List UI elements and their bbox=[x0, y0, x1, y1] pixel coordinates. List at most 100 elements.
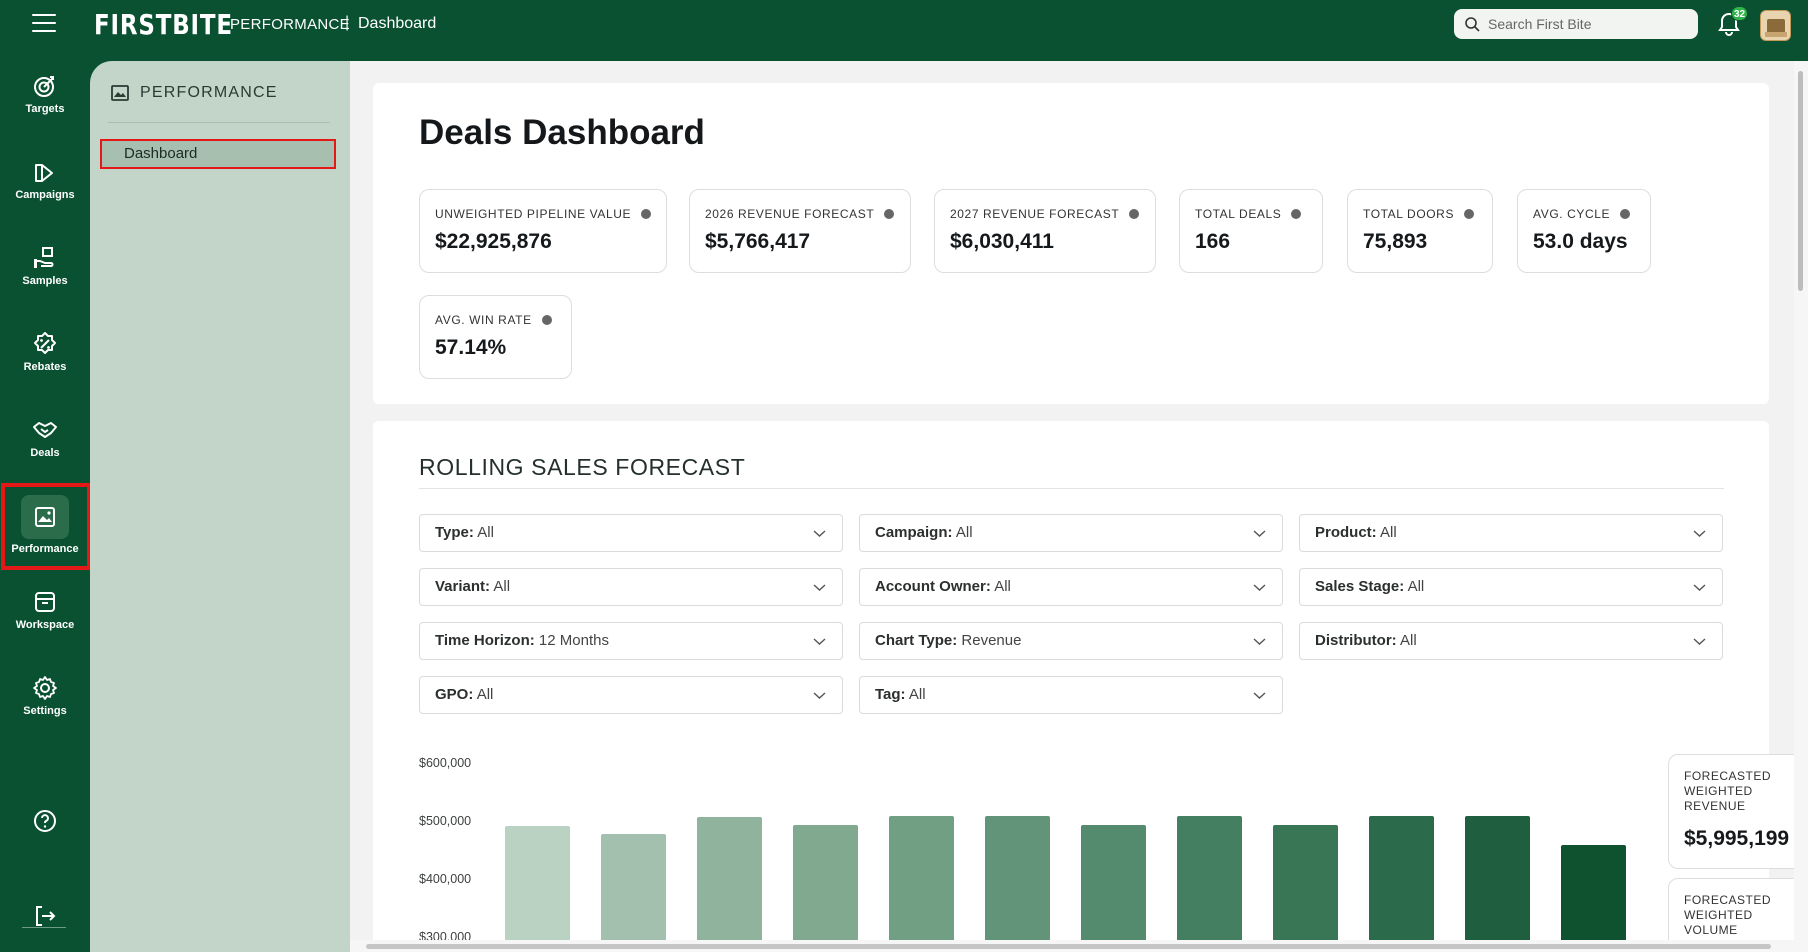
rail-item-performance[interactable]: Performance bbox=[0, 487, 90, 567]
info-icon[interactable] bbox=[641, 209, 652, 219]
chart-bar[interactable] bbox=[505, 826, 570, 952]
help-icon[interactable] bbox=[32, 808, 58, 834]
chevron-down-icon bbox=[813, 692, 826, 699]
rail-item-settings[interactable]: Settings bbox=[0, 663, 90, 743]
logout-icon[interactable] bbox=[32, 903, 58, 929]
filter-key: Time Horizon: bbox=[435, 632, 535, 649]
rail-item-targets[interactable]: Targets bbox=[0, 61, 90, 141]
kpi-label: FORECASTED WEIGHTED VOLUME bbox=[1684, 893, 1772, 937]
filter-key: Distributor: bbox=[1315, 632, 1397, 649]
rail-item-workspace[interactable]: Workspace bbox=[0, 577, 90, 657]
filter-value: All bbox=[1380, 524, 1397, 541]
filter-value: All bbox=[1407, 578, 1425, 595]
chart-bar[interactable] bbox=[793, 825, 858, 952]
rail-label: Deals bbox=[30, 447, 60, 459]
rail-divider bbox=[22, 927, 66, 928]
breadcrumb-section[interactable]: PERFORMANCE bbox=[230, 16, 350, 33]
vertical-scrollbar[interactable] bbox=[1794, 61, 1808, 952]
chevron-down-icon bbox=[1693, 638, 1706, 645]
chevron-down-icon bbox=[813, 530, 826, 537]
rail-item-rebates[interactable]: Rebates bbox=[0, 319, 90, 399]
info-icon[interactable] bbox=[1291, 209, 1302, 219]
chart-bar[interactable] bbox=[889, 815, 954, 952]
inbox-icon bbox=[35, 592, 55, 612]
chevron-down-icon bbox=[1253, 638, 1266, 645]
sidebar-title: PERFORMANCE bbox=[140, 84, 278, 101]
chart-bar[interactable] bbox=[1561, 844, 1626, 952]
chart-bar[interactable] bbox=[601, 833, 666, 952]
stat-value: $5,766,417 bbox=[705, 230, 811, 253]
search-box[interactable] bbox=[1454, 9, 1698, 39]
chart-bar[interactable] bbox=[1177, 815, 1242, 952]
stat-value: $6,030,411 bbox=[950, 230, 1054, 253]
stat-avg-win-rate: AVG. WIN RATE 57.14% bbox=[419, 295, 572, 379]
filter-distributor[interactable]: Distributor: All bbox=[1299, 622, 1723, 660]
section-title: ROLLING SALES FORECAST bbox=[419, 454, 746, 480]
info-icon[interactable] bbox=[884, 209, 895, 219]
kpi-label: FORECASTED WEIGHTED REVENUE bbox=[1684, 769, 1772, 813]
y-axis-tick-label: $600,000 bbox=[419, 756, 472, 770]
info-icon[interactable] bbox=[1129, 209, 1140, 219]
chevron-down-icon bbox=[813, 638, 826, 645]
search-icon bbox=[1465, 17, 1480, 32]
chart-bar[interactable] bbox=[1465, 815, 1530, 952]
filter-variant[interactable]: Variant: All bbox=[419, 568, 843, 606]
filter-key: Tag: bbox=[875, 686, 906, 703]
divider bbox=[419, 488, 1724, 489]
chart-image-icon bbox=[111, 85, 129, 101]
gear-icon bbox=[33, 676, 57, 700]
filter-sales-stage[interactable]: Sales Stage: All bbox=[1299, 568, 1723, 606]
kpi-forecasted-volume: FORECASTED WEIGHTED VOLUME bbox=[1668, 878, 1808, 952]
menu-icon[interactable] bbox=[32, 14, 56, 34]
kpi-value: $5,995,199 bbox=[1684, 827, 1790, 850]
filter-time-horizon[interactable]: Time Horizon: 12 Months bbox=[419, 622, 843, 660]
stat-value: $22,925,876 bbox=[435, 230, 552, 253]
brand-logo[interactable]: FIRSTBITE bbox=[94, 8, 233, 41]
stat-label: AVG. WIN RATE bbox=[435, 313, 532, 327]
filter-value: All bbox=[493, 578, 511, 595]
filter-chart-type[interactable]: Chart Type: Revenue bbox=[859, 622, 1283, 660]
chart-bar[interactable] bbox=[985, 815, 1050, 952]
notification-badge: 32 bbox=[1731, 6, 1748, 21]
filter-tag[interactable]: Tag: All bbox=[859, 676, 1283, 714]
rail-label: Campaigns bbox=[15, 189, 75, 201]
info-icon[interactable] bbox=[541, 315, 552, 325]
filter-value: All bbox=[955, 524, 973, 541]
sidebar-item-dashboard[interactable]: Dashboard bbox=[100, 139, 336, 169]
filter-key: Product: bbox=[1315, 524, 1377, 541]
chart-bar[interactable] bbox=[1369, 815, 1434, 952]
filter-product[interactable]: Product: All bbox=[1299, 514, 1723, 552]
avatar[interactable] bbox=[1760, 10, 1791, 41]
chevron-down-icon bbox=[1253, 692, 1266, 699]
stat-value: 75,893 bbox=[1363, 230, 1428, 253]
rail-label: Workspace bbox=[15, 619, 75, 631]
rail-label: Rebates bbox=[23, 361, 67, 373]
filter-gpo[interactable]: GPO: All bbox=[419, 676, 843, 714]
filter-campaign[interactable]: Campaign: All bbox=[859, 514, 1283, 552]
stat-value: 57.14% bbox=[435, 336, 507, 359]
filter-key: GPO: bbox=[435, 686, 474, 703]
icon-rail: Targets Campaigns Samples Rebates Deals … bbox=[0, 61, 90, 952]
main-content: Deals Dashboard UNWEIGHTED PIPELINE VALU… bbox=[350, 61, 1808, 952]
rail-item-campaigns[interactable]: Campaigns bbox=[0, 147, 90, 227]
info-icon[interactable] bbox=[1620, 209, 1631, 219]
horizontal-scrollbar[interactable] bbox=[350, 940, 1794, 952]
chart-bar[interactable] bbox=[1081, 825, 1146, 952]
rail-item-samples[interactable]: Samples bbox=[0, 233, 90, 313]
filter-key: Type: bbox=[435, 524, 474, 541]
filter-key: Sales Stage: bbox=[1315, 578, 1405, 595]
stat-value: 166 bbox=[1195, 230, 1231, 253]
kpi-forecasted-revenue: FORECASTED WEIGHTED REVENUE $5,995,199 bbox=[1668, 754, 1808, 869]
info-icon[interactable] bbox=[1464, 209, 1475, 219]
chart-bar[interactable] bbox=[1273, 825, 1338, 952]
forecast-card: ROLLING SALES FORECAST Type: All Campaig… bbox=[373, 421, 1769, 952]
breadcrumb-page: Dashboard bbox=[358, 15, 437, 32]
filter-value: 12 Months bbox=[538, 632, 609, 649]
search-input[interactable] bbox=[1488, 16, 1688, 32]
handshake-icon bbox=[33, 422, 57, 438]
kpi-card: Deals Dashboard UNWEIGHTED PIPELINE VALU… bbox=[373, 83, 1769, 404]
filter-type[interactable]: Type: All bbox=[419, 514, 843, 552]
filter-account-owner[interactable]: Account Owner: All bbox=[859, 568, 1283, 606]
rail-item-deals[interactable]: Deals bbox=[0, 405, 90, 485]
chart-bar[interactable] bbox=[697, 816, 762, 952]
